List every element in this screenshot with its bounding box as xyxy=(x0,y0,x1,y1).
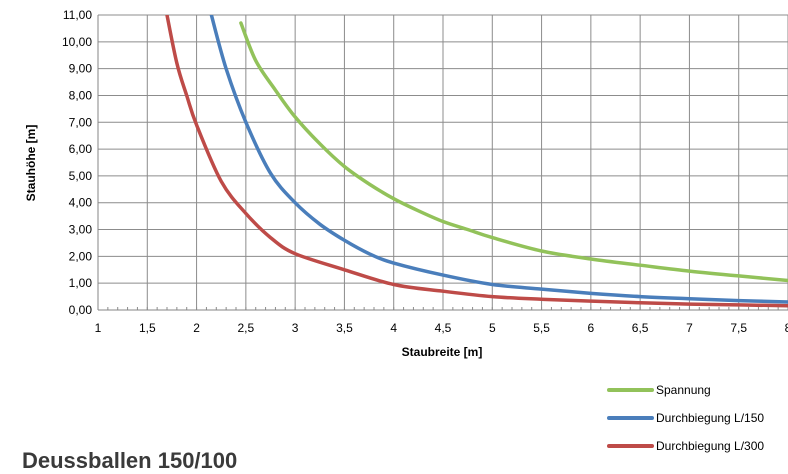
y-axis-label: Stauhöhe [m] xyxy=(24,125,38,202)
series-line-2 xyxy=(209,15,788,304)
x-tick-label: 1,5 xyxy=(139,321,156,335)
y-tick-label: 8,00 xyxy=(69,88,93,102)
page-heading: Deussballen 150/100 xyxy=(22,448,238,473)
x-tick-label: 6 xyxy=(588,321,595,335)
y-tick-label: 11,00 xyxy=(63,8,92,22)
y-tick-label: 4,00 xyxy=(69,196,93,210)
grid xyxy=(97,14,788,311)
x-tick-label: 4 xyxy=(390,321,397,335)
y-tick-label: 3,00 xyxy=(69,223,93,237)
x-tick-label: 7,5 xyxy=(730,321,747,335)
legend-label: Durchbiegung L/300 xyxy=(656,439,764,453)
axes: 0,00 1,00 2,00 3,00 4,00 5,00 6,00 7,00 8,00 9,00… xyxy=(62,8,788,335)
x-tick-label: 6,5 xyxy=(632,321,649,335)
y-tick-label: 2,00 xyxy=(69,249,93,263)
y-tick-label: 9,00 xyxy=(69,62,93,76)
x-tick-label: 5 xyxy=(489,321,496,335)
y-tick-label: 5,00 xyxy=(69,169,93,183)
series-line-1 xyxy=(239,21,788,283)
legend-label: Spannung xyxy=(656,383,711,397)
series-lines xyxy=(165,15,788,308)
x-tick-label: 3 xyxy=(292,321,299,335)
x-tick-label: 2 xyxy=(193,321,200,335)
y-tick-label: 10,00 xyxy=(62,35,92,49)
x-tick-label: 5,5 xyxy=(533,321,550,335)
x-tick-label: 3,5 xyxy=(336,321,353,335)
legend: Spannung Durchbiegung L/150 Durchbiegung L… xyxy=(607,383,764,453)
y-tick-label: 0,00 xyxy=(69,303,93,317)
legend-label: Durchbiegung L/150 xyxy=(656,411,764,425)
chart: 0,00 1,00 2,00 3,00 4,00 5,00 6,00 7,00 8,00 9,00… xyxy=(24,8,788,453)
y-tick-label: 1,00 xyxy=(69,276,93,290)
x-tick-label: 2,5 xyxy=(238,321,255,335)
x-tick-label: 7 xyxy=(686,321,693,335)
y-tick-label: 6,00 xyxy=(69,142,93,156)
x-tick-label: 1 xyxy=(95,321,102,335)
x-axis-label: Staubreite [m] xyxy=(402,345,483,359)
y-tick-label: 7,00 xyxy=(69,115,93,129)
x-tick-label: 8 xyxy=(785,321,788,335)
series-line-3 xyxy=(165,15,788,308)
x-tick-label: 4,5 xyxy=(435,321,452,335)
